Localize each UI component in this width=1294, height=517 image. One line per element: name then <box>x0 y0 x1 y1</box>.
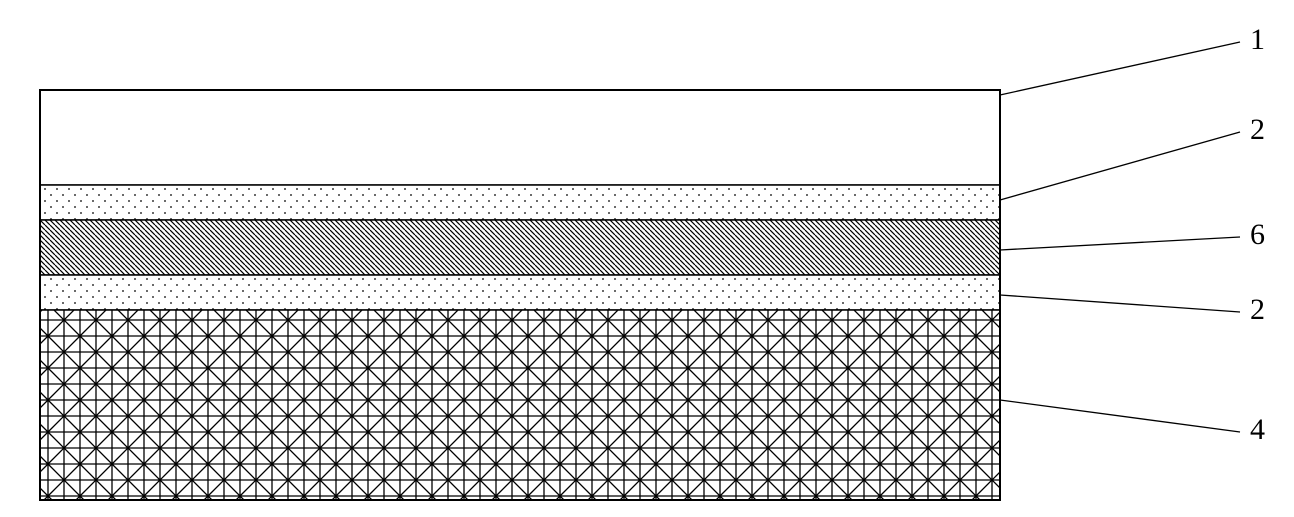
layer-2-top <box>40 185 1000 220</box>
callout-line-2-1 <box>1000 132 1240 200</box>
layer-2-bottom <box>40 275 1000 310</box>
callout-label-1-0: 1 <box>1250 25 1265 55</box>
callout-line-2-3 <box>1000 295 1240 312</box>
callout-label-4-4: 4 <box>1250 415 1265 445</box>
callout-line-6-2 <box>1000 237 1240 250</box>
callout-label-2-3: 2 <box>1250 295 1265 325</box>
layer-diagram <box>0 0 1294 517</box>
layer-1 <box>40 90 1000 185</box>
layer-4 <box>40 310 1000 500</box>
diagram-stage: 1 2 6 2 4 <box>0 0 1294 517</box>
layer-6 <box>40 220 1000 275</box>
callout-line-4-4 <box>1000 400 1240 432</box>
callout-line-1-0 <box>1000 42 1240 95</box>
callout-label-6-2: 6 <box>1250 220 1265 250</box>
callout-label-2-1: 2 <box>1250 115 1265 145</box>
